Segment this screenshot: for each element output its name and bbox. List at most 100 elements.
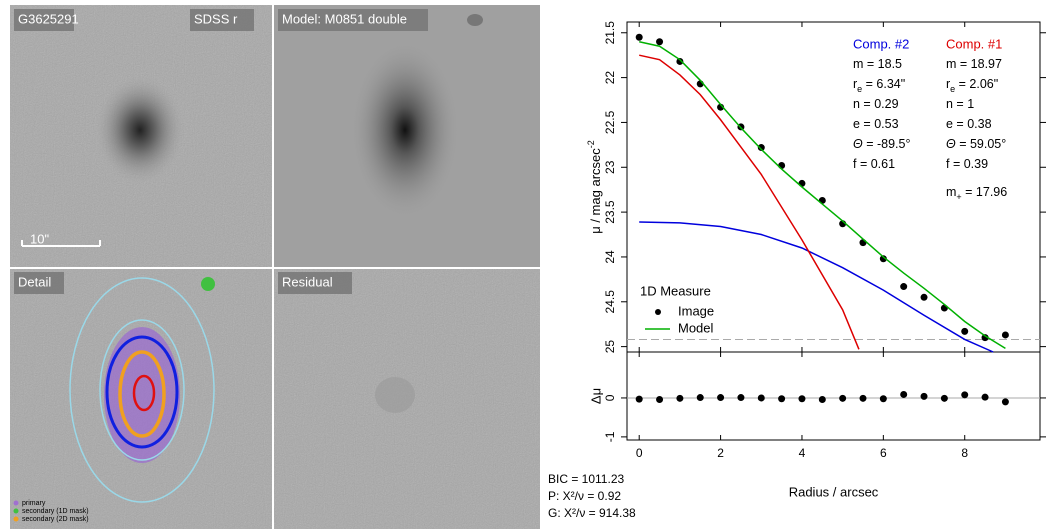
scale-label: 10": [30, 231, 49, 246]
data-point: [961, 391, 969, 399]
data-point: [859, 394, 867, 402]
data-point: [656, 38, 664, 46]
data-point: [798, 179, 806, 187]
component-param: f = 0.61: [853, 157, 895, 171]
param-value: = -89.5°: [863, 137, 911, 151]
data-point: [798, 395, 806, 403]
component-line: [639, 221, 994, 353]
data-point: [940, 394, 948, 402]
panel-label: Residual: [282, 274, 333, 289]
data-point: [839, 394, 847, 402]
y-label-sup: -2: [586, 140, 596, 148]
param-symbol: m: [946, 185, 956, 199]
primary-mask: [104, 327, 180, 463]
data-point: [696, 394, 704, 402]
x-tick-label: 6: [880, 446, 887, 460]
y-tick-label: 22: [603, 71, 617, 85]
fit-stat: G: X²/ν = 914.38: [548, 506, 636, 520]
param-value: = 18.5: [863, 57, 902, 71]
mask-swatch: [13, 508, 19, 514]
legend-title: 1D Measure: [640, 283, 711, 298]
param-value: = 2.06": [955, 77, 998, 91]
param-symbol: r: [946, 77, 950, 91]
data-point: [778, 161, 786, 169]
x-tick-label: 2: [717, 446, 724, 460]
panel-label: SDSS r: [194, 11, 238, 26]
component-name: Comp. #2: [853, 36, 909, 51]
y-tick-label: 23: [603, 160, 617, 174]
y-axis-label: μ / mag arcsec-2: [586, 140, 603, 234]
param-symbol: f: [853, 157, 857, 171]
residual-frame: [626, 351, 1041, 441]
x-axis-label: Radius / arcsec: [789, 484, 879, 499]
param-value: = 0.61: [856, 157, 895, 171]
param-value: = 59.05°: [956, 137, 1007, 151]
panel-label: Model: M0851 double: [282, 11, 407, 26]
y-tick-label: 24: [603, 250, 617, 264]
legend-label: Model: [678, 320, 714, 335]
component-param: e = 0.38: [946, 117, 992, 131]
legend-label: Image: [678, 303, 714, 318]
param-symbol: e: [946, 117, 953, 131]
model-line: [639, 40, 1006, 350]
param-symbol: m: [853, 57, 863, 71]
mask-label: primary: [22, 500, 46, 507]
mask-label: secondary (1D mask): [22, 508, 89, 515]
label-box: [14, 272, 64, 294]
model-galaxy: [350, 40, 460, 220]
param-symbol: Θ: [946, 137, 956, 151]
component-param: n = 1: [946, 97, 974, 111]
data-point: [981, 334, 989, 342]
x-tick-label: 8: [961, 446, 968, 460]
data-point: [818, 396, 826, 404]
component-param: re = 6.34": [853, 77, 905, 94]
panel-label: G3625291: [18, 11, 79, 26]
component-line: [639, 54, 860, 350]
y-tick-label: 21.5: [603, 21, 617, 45]
param-symbol: n: [946, 97, 953, 111]
param-symbol: n: [853, 97, 860, 111]
x-tick-label: 4: [799, 446, 806, 460]
mask-swatch: [13, 516, 19, 522]
fit-stat: BIC = 1011.23: [548, 472, 624, 486]
legend-swatch: [655, 309, 661, 315]
y-tick-label: 24.5: [603, 290, 617, 314]
data-point: [981, 393, 989, 401]
data-point: [900, 390, 908, 398]
component-param: m = 18.5: [853, 57, 902, 71]
param-value: = 1: [953, 97, 974, 111]
data-point: [757, 144, 765, 152]
image-panels: 10" G3625291 SDSS r Model: M0851 double Det…: [10, 5, 540, 529]
fit-stat: P: X²/ν = 0.92: [548, 489, 621, 503]
component-param: n = 0.29: [853, 97, 899, 111]
param-value: = 0.29: [860, 97, 899, 111]
x-tick-label: 0: [636, 446, 643, 460]
component-param: Θ = 59.05°: [946, 137, 1006, 151]
fit-stats: BIC = 1011.23 P: X²/ν = 0.92 G: X²/ν = 914…: [548, 472, 636, 520]
panel-labels: G3625291 SDSS r Model: M0851 double Detail R…: [14, 9, 428, 294]
data-point: [961, 327, 969, 335]
data-point: [737, 394, 745, 402]
label-box: [190, 9, 254, 31]
data-point: [900, 283, 908, 291]
param-symbol: m: [946, 57, 956, 71]
component-param: f = 0.39: [946, 157, 988, 171]
component-param: e = 0.53: [853, 117, 899, 131]
param-symbol: Θ: [853, 137, 863, 151]
component-param: re = 2.06": [946, 77, 998, 94]
param-sub: +: [956, 192, 961, 202]
galaxy: [95, 75, 185, 185]
data-point: [778, 395, 786, 403]
data-point: [676, 57, 684, 65]
data-point: [1001, 331, 1009, 339]
param-value: = 18.97: [956, 57, 1002, 71]
data-point: [920, 392, 928, 400]
y-tick-label: 23.5: [603, 200, 617, 224]
param-sub: e: [857, 84, 862, 94]
label-box: [278, 272, 352, 294]
y-tick-label: 22.5: [603, 110, 617, 134]
data-point: [717, 394, 725, 402]
